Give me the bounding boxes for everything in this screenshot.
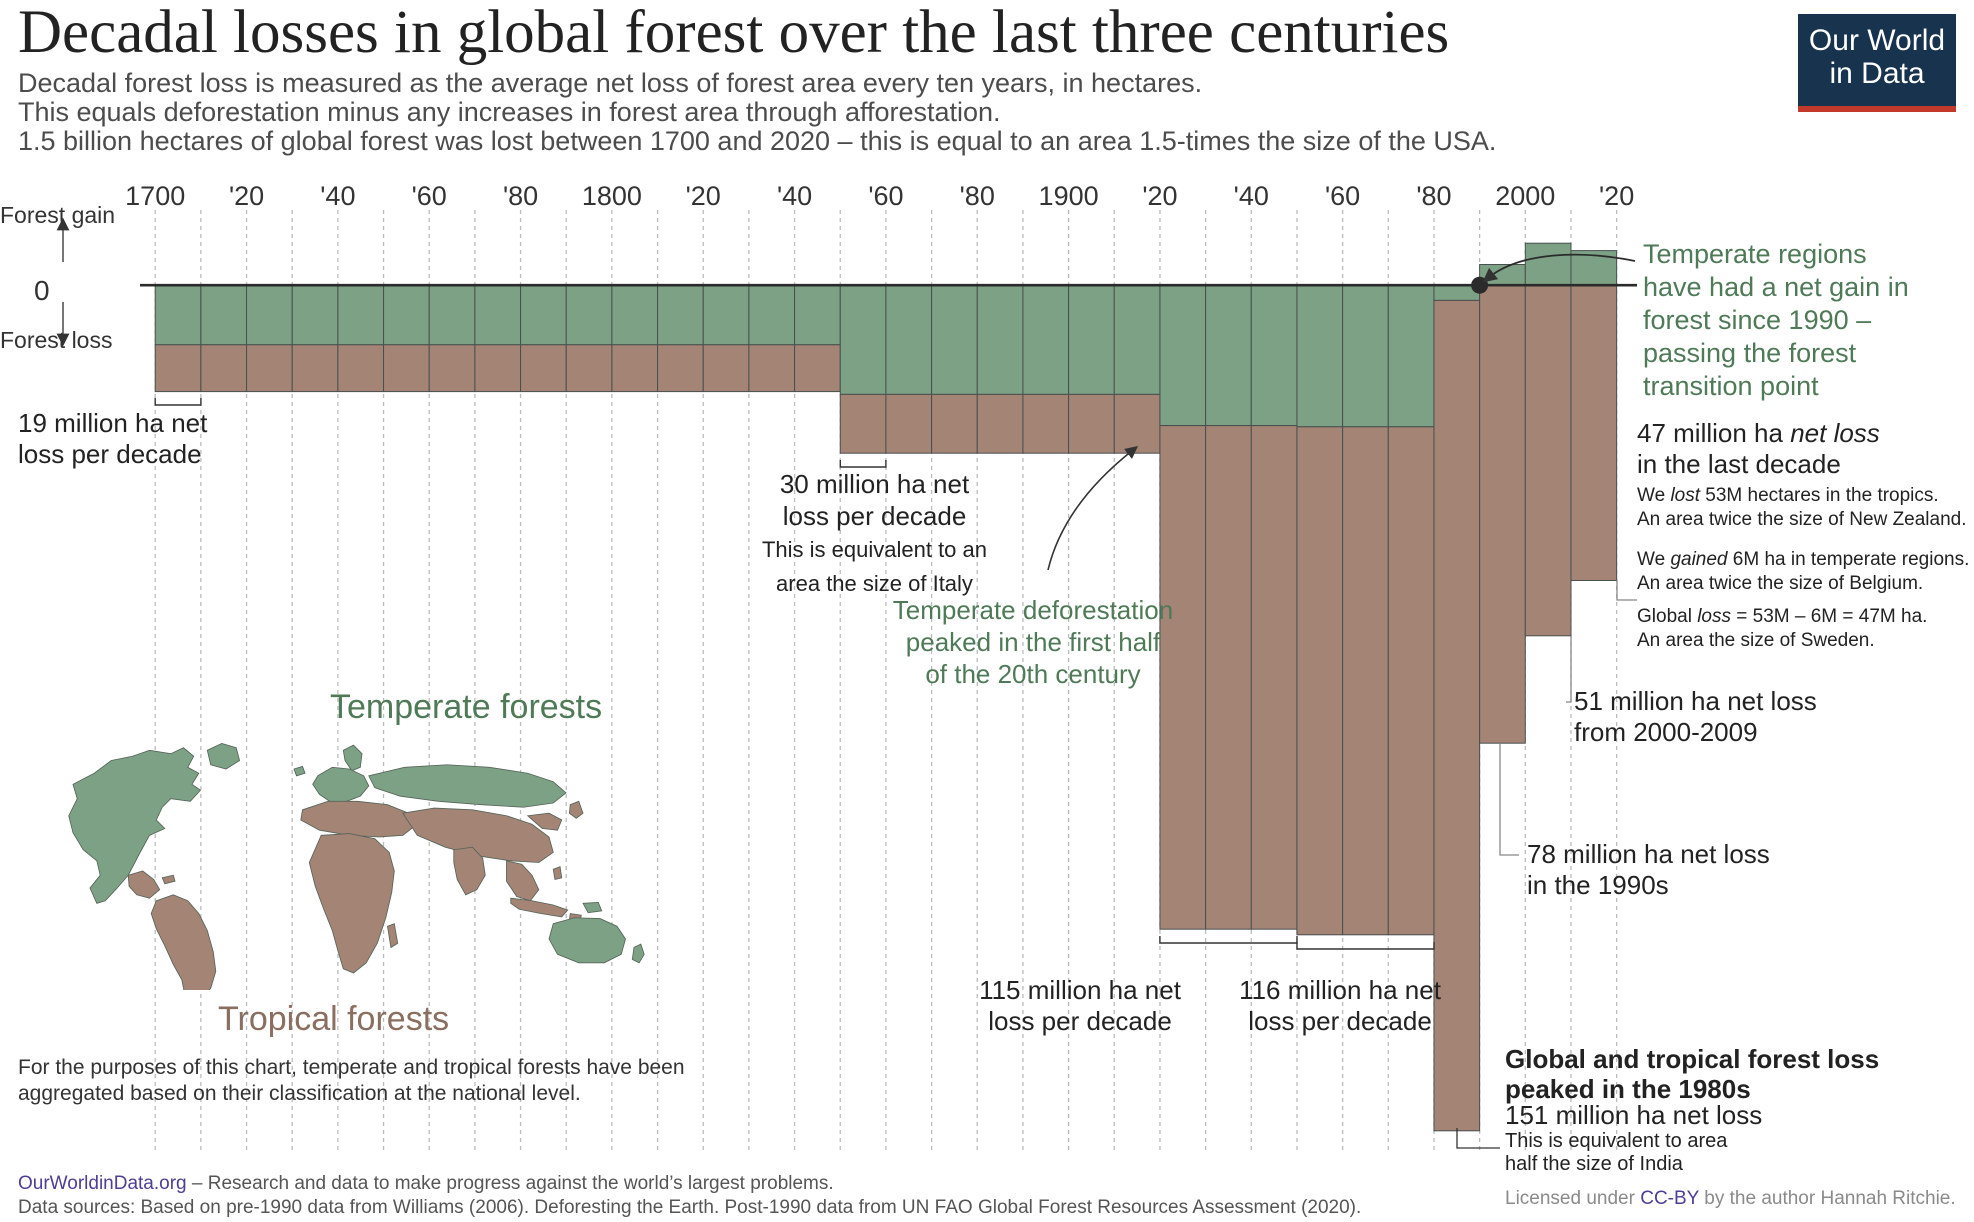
svg-text:'80: '80 <box>1416 181 1451 211</box>
svg-text:'60: '60 <box>1325 181 1360 211</box>
svg-text:'20: '20 <box>1599 181 1634 211</box>
svg-text:'40: '40 <box>320 181 355 211</box>
svg-text:'80: '80 <box>960 181 995 211</box>
svg-text:'40: '40 <box>777 181 812 211</box>
svg-text:'80: '80 <box>503 181 538 211</box>
svg-text:'40: '40 <box>1234 181 1269 211</box>
svg-text:1700: 1700 <box>125 181 185 211</box>
svg-text:1900: 1900 <box>1039 181 1099 211</box>
svg-text:2000: 2000 <box>1495 181 1555 211</box>
svg-text:1800: 1800 <box>582 181 642 211</box>
svg-text:'20: '20 <box>1142 181 1177 211</box>
svg-text:'20: '20 <box>229 181 264 211</box>
svg-text:'20: '20 <box>686 181 721 211</box>
svg-text:'60: '60 <box>412 181 447 211</box>
svg-text:'60: '60 <box>868 181 903 211</box>
